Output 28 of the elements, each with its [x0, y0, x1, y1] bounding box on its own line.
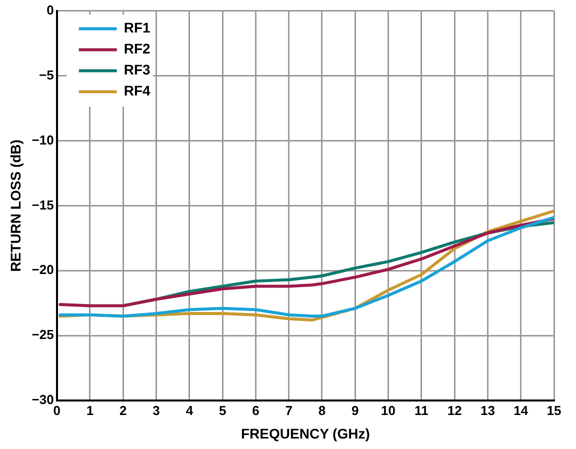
x-tick-label: 12: [447, 402, 462, 418]
x-tick-label: 11: [414, 402, 428, 418]
legend-label: RF2: [124, 40, 151, 57]
x-tick-label: 3: [152, 402, 160, 418]
x-tick-label: 15: [546, 402, 562, 418]
y-tick-label: −10: [32, 132, 54, 148]
x-tick-label: 9: [352, 402, 359, 418]
y-tick-label: −5: [39, 67, 54, 82]
y-tick-label: 0: [46, 2, 54, 18]
x-tick-label: 5: [218, 402, 226, 418]
x-tick-label: 6: [252, 402, 260, 418]
y-axis-title: RETURN LOSS (dB): [7, 140, 24, 272]
y-tick-label: −20: [32, 262, 54, 278]
legend-label: RF3: [124, 62, 151, 78]
x-tick-label: 4: [186, 402, 194, 418]
y-tick-label: −25: [32, 327, 54, 342]
legend-label: RF1: [124, 20, 151, 36]
x-tick-label: 10: [381, 402, 396, 418]
x-tick-label: 14: [514, 402, 529, 418]
x-tick-label: 1: [86, 402, 94, 418]
legend-label: RF4: [124, 82, 151, 99]
y-tick-label: −15: [32, 197, 54, 212]
x-tick-label: 2: [120, 402, 127, 418]
x-axis-title: FREQUENCY (GHz): [240, 425, 370, 442]
y-tick-label: −30: [32, 392, 54, 408]
x-tick-label: 8: [318, 402, 326, 418]
x-tick-label: 13: [480, 402, 495, 418]
x-tick-label: 7: [285, 402, 292, 418]
